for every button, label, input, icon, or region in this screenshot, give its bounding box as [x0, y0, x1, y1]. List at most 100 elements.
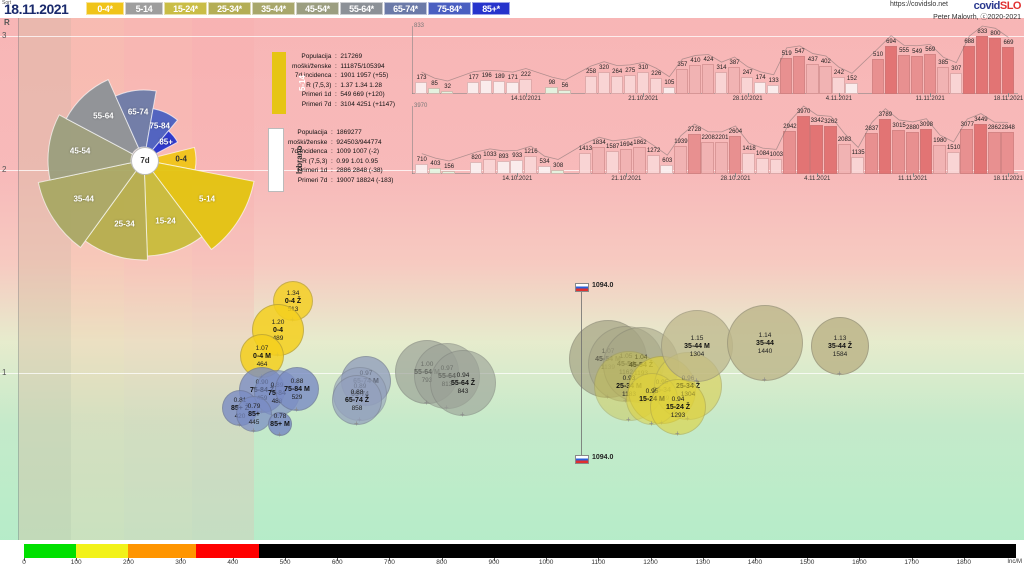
strip-bar[interactable]	[675, 69, 689, 94]
strip-bar[interactable]	[442, 171, 456, 174]
strip-bar[interactable]	[1001, 47, 1015, 94]
bubble-35-44-m[interactable]	[661, 310, 733, 382]
info-value: 111875/105394	[340, 62, 385, 70]
strip-bar[interactable]	[975, 36, 989, 94]
strip-bar[interactable]	[728, 135, 742, 174]
age-filter-7584[interactable]: 75-84*	[428, 2, 471, 15]
strip-bar[interactable]	[715, 72, 728, 94]
age-filter-3544[interactable]: 35-44*	[252, 2, 295, 15]
strip-bar[interactable]	[428, 88, 441, 94]
strip-bar[interactable]	[688, 65, 702, 94]
strip-bar[interactable]	[755, 158, 769, 174]
strip-bar[interactable]	[662, 86, 676, 94]
strip-bar[interactable]	[415, 81, 428, 94]
age-filter-5564[interactable]: 55-64*	[340, 2, 383, 15]
strip-bar[interactable]	[780, 57, 793, 94]
strip-bar[interactable]	[428, 168, 442, 174]
strip-bar[interactable]	[988, 38, 1002, 94]
strip-bar[interactable]	[892, 129, 906, 174]
strip-bar[interactable]	[480, 80, 493, 94]
age-filter-2534[interactable]: 25-34*	[208, 2, 251, 15]
strip-bar[interactable]	[441, 91, 454, 94]
strip-bar[interactable]	[605, 150, 619, 174]
age-filter-4554[interactable]: 45-54*	[296, 2, 339, 15]
rose-hub[interactable]: 7d	[131, 147, 159, 175]
age-filter-04[interactable]: 0-4*	[86, 2, 124, 15]
strip-bar[interactable]	[910, 55, 923, 94]
strip-bar[interactable]	[845, 83, 858, 94]
strip-bar[interactable]	[493, 80, 506, 94]
strip-bar[interactable]	[592, 147, 606, 174]
strip-bar[interactable]	[584, 76, 597, 94]
strip-bar[interactable]	[796, 116, 810, 174]
strip-bar[interactable]	[837, 143, 851, 174]
info-colon: :	[330, 157, 333, 165]
strip-bar-value: 32	[444, 84, 451, 90]
bubble-15-24-z[interactable]	[650, 379, 706, 435]
strip-bar[interactable]	[897, 55, 910, 94]
strip-bar[interactable]	[551, 169, 565, 174]
strip-bar[interactable]	[623, 74, 636, 94]
strip-bar[interactable]	[519, 78, 532, 94]
strip-bar[interactable]	[496, 160, 510, 174]
bubble-65-74-z[interactable]	[332, 375, 382, 425]
bubble-35-44-z[interactable]	[811, 317, 869, 375]
site-url[interactable]: https://covidslo.net	[890, 1, 948, 8]
info-key: Primeri 1d	[301, 91, 332, 99]
bubble-55-64-z[interactable]	[430, 350, 496, 416]
strip-bar[interactable]	[851, 157, 865, 174]
strip-bar[interactable]	[905, 131, 919, 174]
strip-bar[interactable]	[558, 90, 571, 94]
strip-bar[interactable]	[1001, 132, 1015, 174]
bubble-incidence-value: 488	[271, 398, 283, 405]
rose-label-0-4: 0-4	[175, 154, 187, 164]
strip-bar[interactable]	[483, 158, 496, 174]
strip-bar[interactable]	[469, 162, 483, 174]
strip-bar[interactable]	[610, 75, 623, 94]
strip-bar[interactable]	[810, 125, 824, 174]
strip-bar[interactable]	[769, 159, 783, 174]
info-panel-tab-1[interactable]: Izbrano	[268, 128, 304, 192]
strip-bar[interactable]	[578, 153, 592, 174]
strip-bar[interactable]	[506, 82, 519, 94]
strip-bar[interactable]	[701, 141, 715, 174]
strip-bar[interactable]	[537, 166, 551, 174]
strip-bar[interactable]	[715, 141, 728, 174]
strip-bar[interactable]	[865, 132, 878, 174]
bubble-35-44[interactable]	[727, 305, 803, 381]
strip-bar[interactable]	[987, 132, 1001, 174]
strip-bar[interactable]	[415, 163, 428, 174]
bubble-incidence-value: 1584	[832, 351, 848, 358]
age-filter-6574[interactable]: 65-74*	[384, 2, 427, 15]
strip-bar[interactable]	[545, 87, 558, 94]
age-rose-chart[interactable]: 7d 0-4 5-14 15-24 25-34 35-44 45-54 55-64 65-74…	[28, 44, 260, 276]
strip-bar[interactable]	[754, 81, 767, 94]
strip-bar[interactable]	[962, 46, 976, 94]
strip-bar[interactable]	[946, 151, 960, 174]
strip-bar[interactable]	[824, 126, 837, 174]
strip-bar[interactable]	[806, 63, 819, 94]
strip-bar[interactable]	[871, 58, 884, 94]
bubble-85-m[interactable]	[268, 412, 292, 436]
strip-bar[interactable]	[949, 72, 963, 94]
strip-bar[interactable]	[674, 145, 687, 174]
incidence-strip[interactable]: 833 173 85 32 177 196 189 171 222 98 56 258 320 264 27…	[412, 23, 1023, 102]
age-filter-85+[interactable]: 85+*	[472, 2, 510, 15]
strip-bar[interactable]	[919, 128, 933, 174]
strip-bar[interactable]	[783, 131, 796, 174]
cases-strip[interactable]: 3970 710 403 156 820 1033 893 933 1216 534 308 1413…	[412, 103, 1023, 182]
strip-date-tickmark	[747, 93, 749, 97]
age-filter-1524[interactable]: 15-24*	[164, 2, 207, 15]
strip-bar[interactable]	[597, 71, 610, 94]
strip-bar[interactable]	[510, 160, 524, 174]
bubble-75-84-m[interactable]	[275, 367, 319, 411]
rose-label-25-34: 25-34	[114, 219, 135, 229]
strip-bar[interactable]	[467, 81, 480, 94]
info-panel-tab-0[interactable]: 5-14	[272, 52, 307, 114]
strip-bar[interactable]	[619, 149, 633, 174]
strip-bar[interactable]	[960, 129, 974, 174]
strip-bar[interactable]	[767, 84, 780, 94]
age-filter-514[interactable]: 5-14	[125, 2, 163, 15]
bubble-label-85: 0.79 85+ 445	[209, 403, 299, 427]
strip-bar[interactable]	[660, 165, 674, 174]
